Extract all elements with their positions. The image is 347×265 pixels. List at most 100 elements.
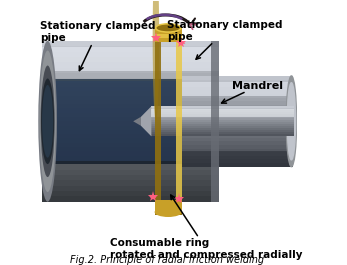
Bar	[151, 114, 294, 116]
Ellipse shape	[40, 51, 56, 192]
Bar	[155, 200, 182, 215]
Bar	[155, 27, 182, 42]
Ellipse shape	[155, 207, 182, 217]
Bar	[183, 94, 293, 98]
Bar	[42, 170, 219, 175]
Bar	[42, 84, 219, 89]
Bar	[42, 159, 219, 164]
Bar	[42, 121, 219, 127]
Bar	[42, 52, 219, 57]
Bar	[42, 78, 219, 83]
Bar	[183, 87, 293, 90]
Bar	[183, 82, 293, 96]
Bar	[42, 105, 219, 111]
Bar	[42, 117, 219, 121]
Bar	[183, 156, 293, 160]
Bar	[183, 160, 293, 163]
Bar	[183, 145, 293, 148]
Bar	[183, 109, 293, 112]
Bar	[42, 96, 219, 100]
Bar	[42, 104, 219, 108]
Bar	[183, 152, 293, 156]
Bar	[151, 108, 294, 110]
Bar	[155, 34, 182, 38]
Bar	[42, 100, 219, 104]
Bar	[42, 191, 219, 196]
Ellipse shape	[153, 0, 159, 122]
Bar	[183, 134, 293, 138]
Bar	[183, 127, 293, 130]
Bar	[42, 130, 219, 134]
Bar	[42, 78, 219, 84]
Bar	[42, 160, 219, 164]
Bar	[56, 81, 219, 161]
Bar	[183, 138, 293, 141]
Bar	[42, 46, 219, 52]
Bar	[151, 108, 294, 117]
Bar	[42, 68, 219, 73]
Bar	[183, 98, 293, 101]
Bar	[42, 100, 219, 105]
Bar	[183, 151, 293, 167]
Bar	[42, 164, 219, 170]
Bar	[42, 83, 219, 87]
Bar	[151, 106, 294, 108]
Bar	[42, 121, 219, 126]
Bar	[42, 153, 219, 159]
Ellipse shape	[287, 83, 296, 160]
Bar	[42, 138, 219, 143]
Text: Consumable ring
rotated and compressed radially: Consumable ring rotated and compressed r…	[110, 195, 302, 260]
Bar	[183, 101, 293, 105]
Ellipse shape	[155, 23, 182, 33]
Polygon shape	[141, 106, 151, 136]
Text: Stationary clamped
pipe: Stationary clamped pipe	[167, 20, 282, 59]
Bar	[183, 80, 293, 83]
Ellipse shape	[42, 85, 53, 158]
Ellipse shape	[41, 65, 54, 177]
Bar	[183, 116, 293, 120]
Bar	[42, 113, 219, 117]
Bar	[42, 143, 219, 147]
Text: Fig.2. Principle of radial friction welding: Fig.2. Principle of radial friction weld…	[70, 255, 264, 265]
Bar	[42, 143, 219, 148]
Bar	[151, 116, 294, 118]
Bar	[42, 95, 219, 100]
Ellipse shape	[156, 25, 180, 31]
Bar	[42, 62, 219, 68]
Bar	[151, 110, 294, 112]
Bar	[155, 211, 182, 215]
Bar	[183, 141, 293, 145]
Bar	[42, 87, 219, 91]
Bar	[42, 73, 219, 78]
Bar	[42, 57, 219, 62]
Bar	[183, 76, 293, 80]
Bar	[183, 105, 293, 109]
Bar	[183, 130, 293, 134]
Text: Stationary clamped
pipe: Stationary clamped pipe	[40, 21, 155, 70]
Bar	[42, 111, 219, 116]
Bar	[42, 175, 219, 180]
Bar	[42, 147, 219, 151]
Bar	[42, 132, 219, 137]
Bar	[151, 126, 294, 128]
Bar	[42, 156, 219, 160]
Bar	[42, 126, 219, 130]
Bar	[151, 122, 294, 124]
Bar	[151, 134, 294, 136]
Bar	[151, 124, 294, 126]
Bar	[42, 137, 219, 143]
Bar	[42, 116, 219, 121]
Ellipse shape	[286, 76, 297, 167]
Bar	[183, 120, 293, 123]
Polygon shape	[133, 117, 141, 126]
Ellipse shape	[41, 78, 54, 164]
Ellipse shape	[38, 41, 57, 202]
Bar	[42, 134, 219, 138]
Bar	[176, 41, 182, 204]
Bar	[42, 127, 219, 132]
Bar	[155, 41, 161, 204]
Bar	[42, 89, 219, 95]
Bar	[183, 83, 293, 87]
Bar	[42, 41, 219, 46]
Bar	[42, 91, 219, 96]
